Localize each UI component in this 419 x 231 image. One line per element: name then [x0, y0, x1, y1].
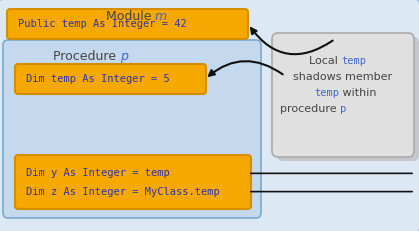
- Text: Procedure: Procedure: [53, 50, 120, 63]
- FancyBboxPatch shape: [277, 37, 419, 161]
- Text: Dim y As Integer = temp: Dim y As Integer = temp: [26, 168, 170, 178]
- Text: within: within: [339, 88, 377, 98]
- FancyBboxPatch shape: [15, 64, 206, 94]
- Text: m: m: [155, 10, 167, 23]
- FancyBboxPatch shape: [15, 155, 251, 209]
- FancyBboxPatch shape: [3, 40, 261, 218]
- Text: p: p: [340, 104, 346, 114]
- Text: procedure: procedure: [280, 104, 340, 114]
- Text: Dim temp As Integer = 5: Dim temp As Integer = 5: [26, 74, 170, 84]
- Text: p: p: [120, 50, 128, 63]
- FancyBboxPatch shape: [7, 9, 248, 39]
- Text: Module: Module: [106, 10, 155, 23]
- Text: temp: temp: [341, 56, 366, 66]
- Text: Local: Local: [309, 56, 341, 66]
- FancyBboxPatch shape: [272, 33, 414, 157]
- Text: Dim z As Integer = MyClass.temp: Dim z As Integer = MyClass.temp: [26, 187, 220, 197]
- Text: shadows member: shadows member: [293, 72, 393, 82]
- Text: temp: temp: [314, 88, 339, 98]
- Text: Public temp As Integer = 42: Public temp As Integer = 42: [18, 19, 187, 29]
